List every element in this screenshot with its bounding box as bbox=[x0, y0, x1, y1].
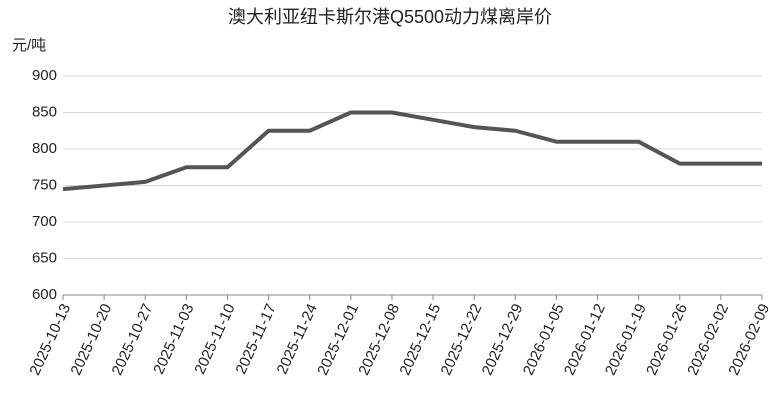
x-tick-label: 2025-11-17 bbox=[232, 301, 279, 377]
x-tick-label: 2025-11-24 bbox=[274, 301, 321, 377]
x-tick-label: 2025-12-22 bbox=[438, 301, 486, 378]
x-tick-label: 2025-11-03 bbox=[150, 301, 197, 377]
y-tick-label: 650 bbox=[32, 249, 57, 266]
x-tick-label: 2025-12-29 bbox=[479, 301, 527, 378]
y-tick-label: 900 bbox=[32, 67, 57, 84]
y-tick-label: 750 bbox=[32, 176, 57, 193]
x-tick-label: 2026-01-19 bbox=[602, 301, 650, 378]
x-tick-label: 2025-11-10 bbox=[191, 301, 238, 377]
x-tick-label: 2025-12-08 bbox=[355, 301, 403, 378]
x-tick-label: 2026-01-05 bbox=[520, 301, 568, 378]
y-tick-label: 800 bbox=[32, 140, 57, 157]
x-tick-label: 2025-10-20 bbox=[68, 301, 116, 378]
y-tick-label: 600 bbox=[32, 286, 57, 303]
y-axis-label: 元/吨 bbox=[12, 37, 46, 54]
y-tick-label: 700 bbox=[32, 213, 57, 230]
x-tick-label: 2026-01-12 bbox=[561, 301, 609, 378]
y-tick-label: 850 bbox=[32, 103, 57, 120]
x-tick-label: 2025-10-27 bbox=[109, 301, 157, 378]
data-line bbox=[62, 110, 762, 192]
x-tick-label: 2026-02-02 bbox=[684, 301, 732, 378]
chart-title: 澳大利亚纽卡斯尔港Q5500动力煤离岸价 bbox=[228, 7, 552, 27]
x-tick-label: 2025-12-15 bbox=[396, 301, 444, 378]
x-tick-label: 2025-10-13 bbox=[26, 301, 74, 378]
x-tick-label: 2025-12-01 bbox=[314, 301, 362, 378]
x-tick-label: 2026-01-26 bbox=[643, 301, 691, 378]
x-tick-label: 2026-02-09 bbox=[725, 301, 773, 378]
